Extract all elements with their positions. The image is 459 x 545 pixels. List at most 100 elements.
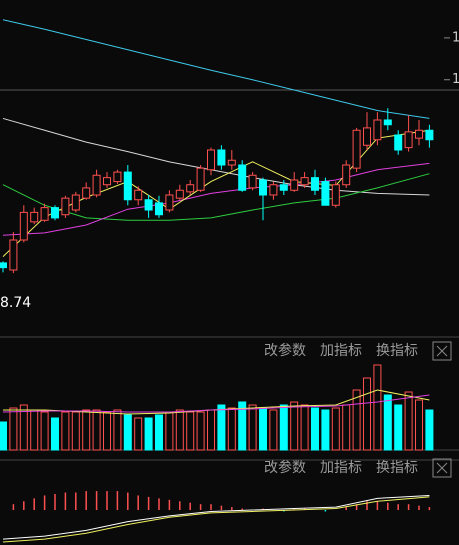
candle-body [19,211,28,241]
volume-bar [165,411,174,451]
volume-bar [311,407,319,451]
volume-bar [404,391,413,451]
candle-body [415,129,423,139]
candle-body [342,164,351,186]
volume-bar [300,404,309,451]
candle-body [331,184,340,206]
volume-bar [71,411,80,451]
volume-bar [186,411,195,451]
candle-body [227,159,236,166]
volume-bar [331,407,340,451]
candle-body [92,174,101,196]
close-button[interactable] [432,458,452,478]
volume-bar [123,414,132,451]
candle-body [186,184,195,193]
candle-body [134,189,143,201]
volume-bar [0,421,7,451]
candle-body [279,184,288,191]
volume-bar [269,409,278,451]
volume-bar [238,401,247,451]
candle-body [30,211,39,223]
volume-bar [61,411,70,451]
volume-bar [425,409,434,451]
candle-body [259,179,267,196]
volume-bar [134,417,143,451]
volume-bar [342,404,351,451]
button[interactable]: 改参数 [264,342,306,359]
candle-body [155,202,163,216]
candle-body [113,171,122,183]
close-button[interactable] [432,341,452,361]
candle-body [352,129,361,169]
line [2,19,430,119]
volume-bar [51,417,59,451]
button[interactable]: 换指标 [376,342,418,359]
candle-body [207,149,215,171]
volume-bar [82,409,91,451]
button[interactable]: 加指标 [320,460,362,476]
candle-body [51,207,59,219]
candle-body [321,181,330,206]
volume-bar [321,409,330,451]
volume-bar [248,404,257,451]
candle-body [248,174,257,189]
line [2,394,430,413]
candle-body [290,179,299,191]
y-tick-label: 11.72 [452,30,459,45]
low-label: 8.74 [0,295,31,311]
volume-bar [113,409,122,451]
y-tick-label: 11.19 [452,72,459,87]
volume-bar [175,409,184,451]
volume-bar [394,404,403,451]
candle-body [196,167,205,191]
volume-bar [259,407,267,451]
candle-body [144,199,153,211]
volume-bar [92,409,101,451]
volume-bar [352,389,361,451]
volume-bar [290,401,299,451]
line [2,129,430,257]
candle-body [0,262,7,269]
candle-body [123,171,132,201]
button[interactable]: 加指标 [320,343,362,359]
candle-body [394,134,403,151]
volume-bar [383,394,392,451]
volume-bar [196,411,205,451]
candle-body [300,177,309,186]
candle-body [82,187,91,199]
candle-body [238,164,247,191]
volume-bar [103,411,111,451]
volume-bar [155,414,163,451]
line [2,173,430,221]
candle-body [40,207,49,221]
line [2,496,430,543]
candle-body [363,127,371,146]
button[interactable]: 换指标 [376,459,418,476]
candle-body [175,189,184,199]
candle-body [165,194,174,211]
candle-body [217,149,226,166]
candle-body [311,177,319,191]
volume-bar [9,407,18,451]
candle-body [373,119,382,141]
volume-bar [207,409,215,451]
volume-bar [19,404,28,451]
volume-bar [363,377,371,451]
candle-body [9,239,18,271]
candle-body [425,129,434,141]
candle-body [269,184,278,196]
volume-bar [30,409,39,451]
volume-bar [415,399,423,451]
candle-body [404,131,413,149]
button[interactable]: 改参数 [264,459,306,476]
candle-body [383,119,392,126]
volume-bar [144,417,153,451]
volume-bar [217,404,226,451]
volume-bar [227,407,236,451]
line [2,494,430,540]
volume-bar [373,364,382,451]
volume-bar [279,404,288,451]
candle-body [103,177,111,186]
